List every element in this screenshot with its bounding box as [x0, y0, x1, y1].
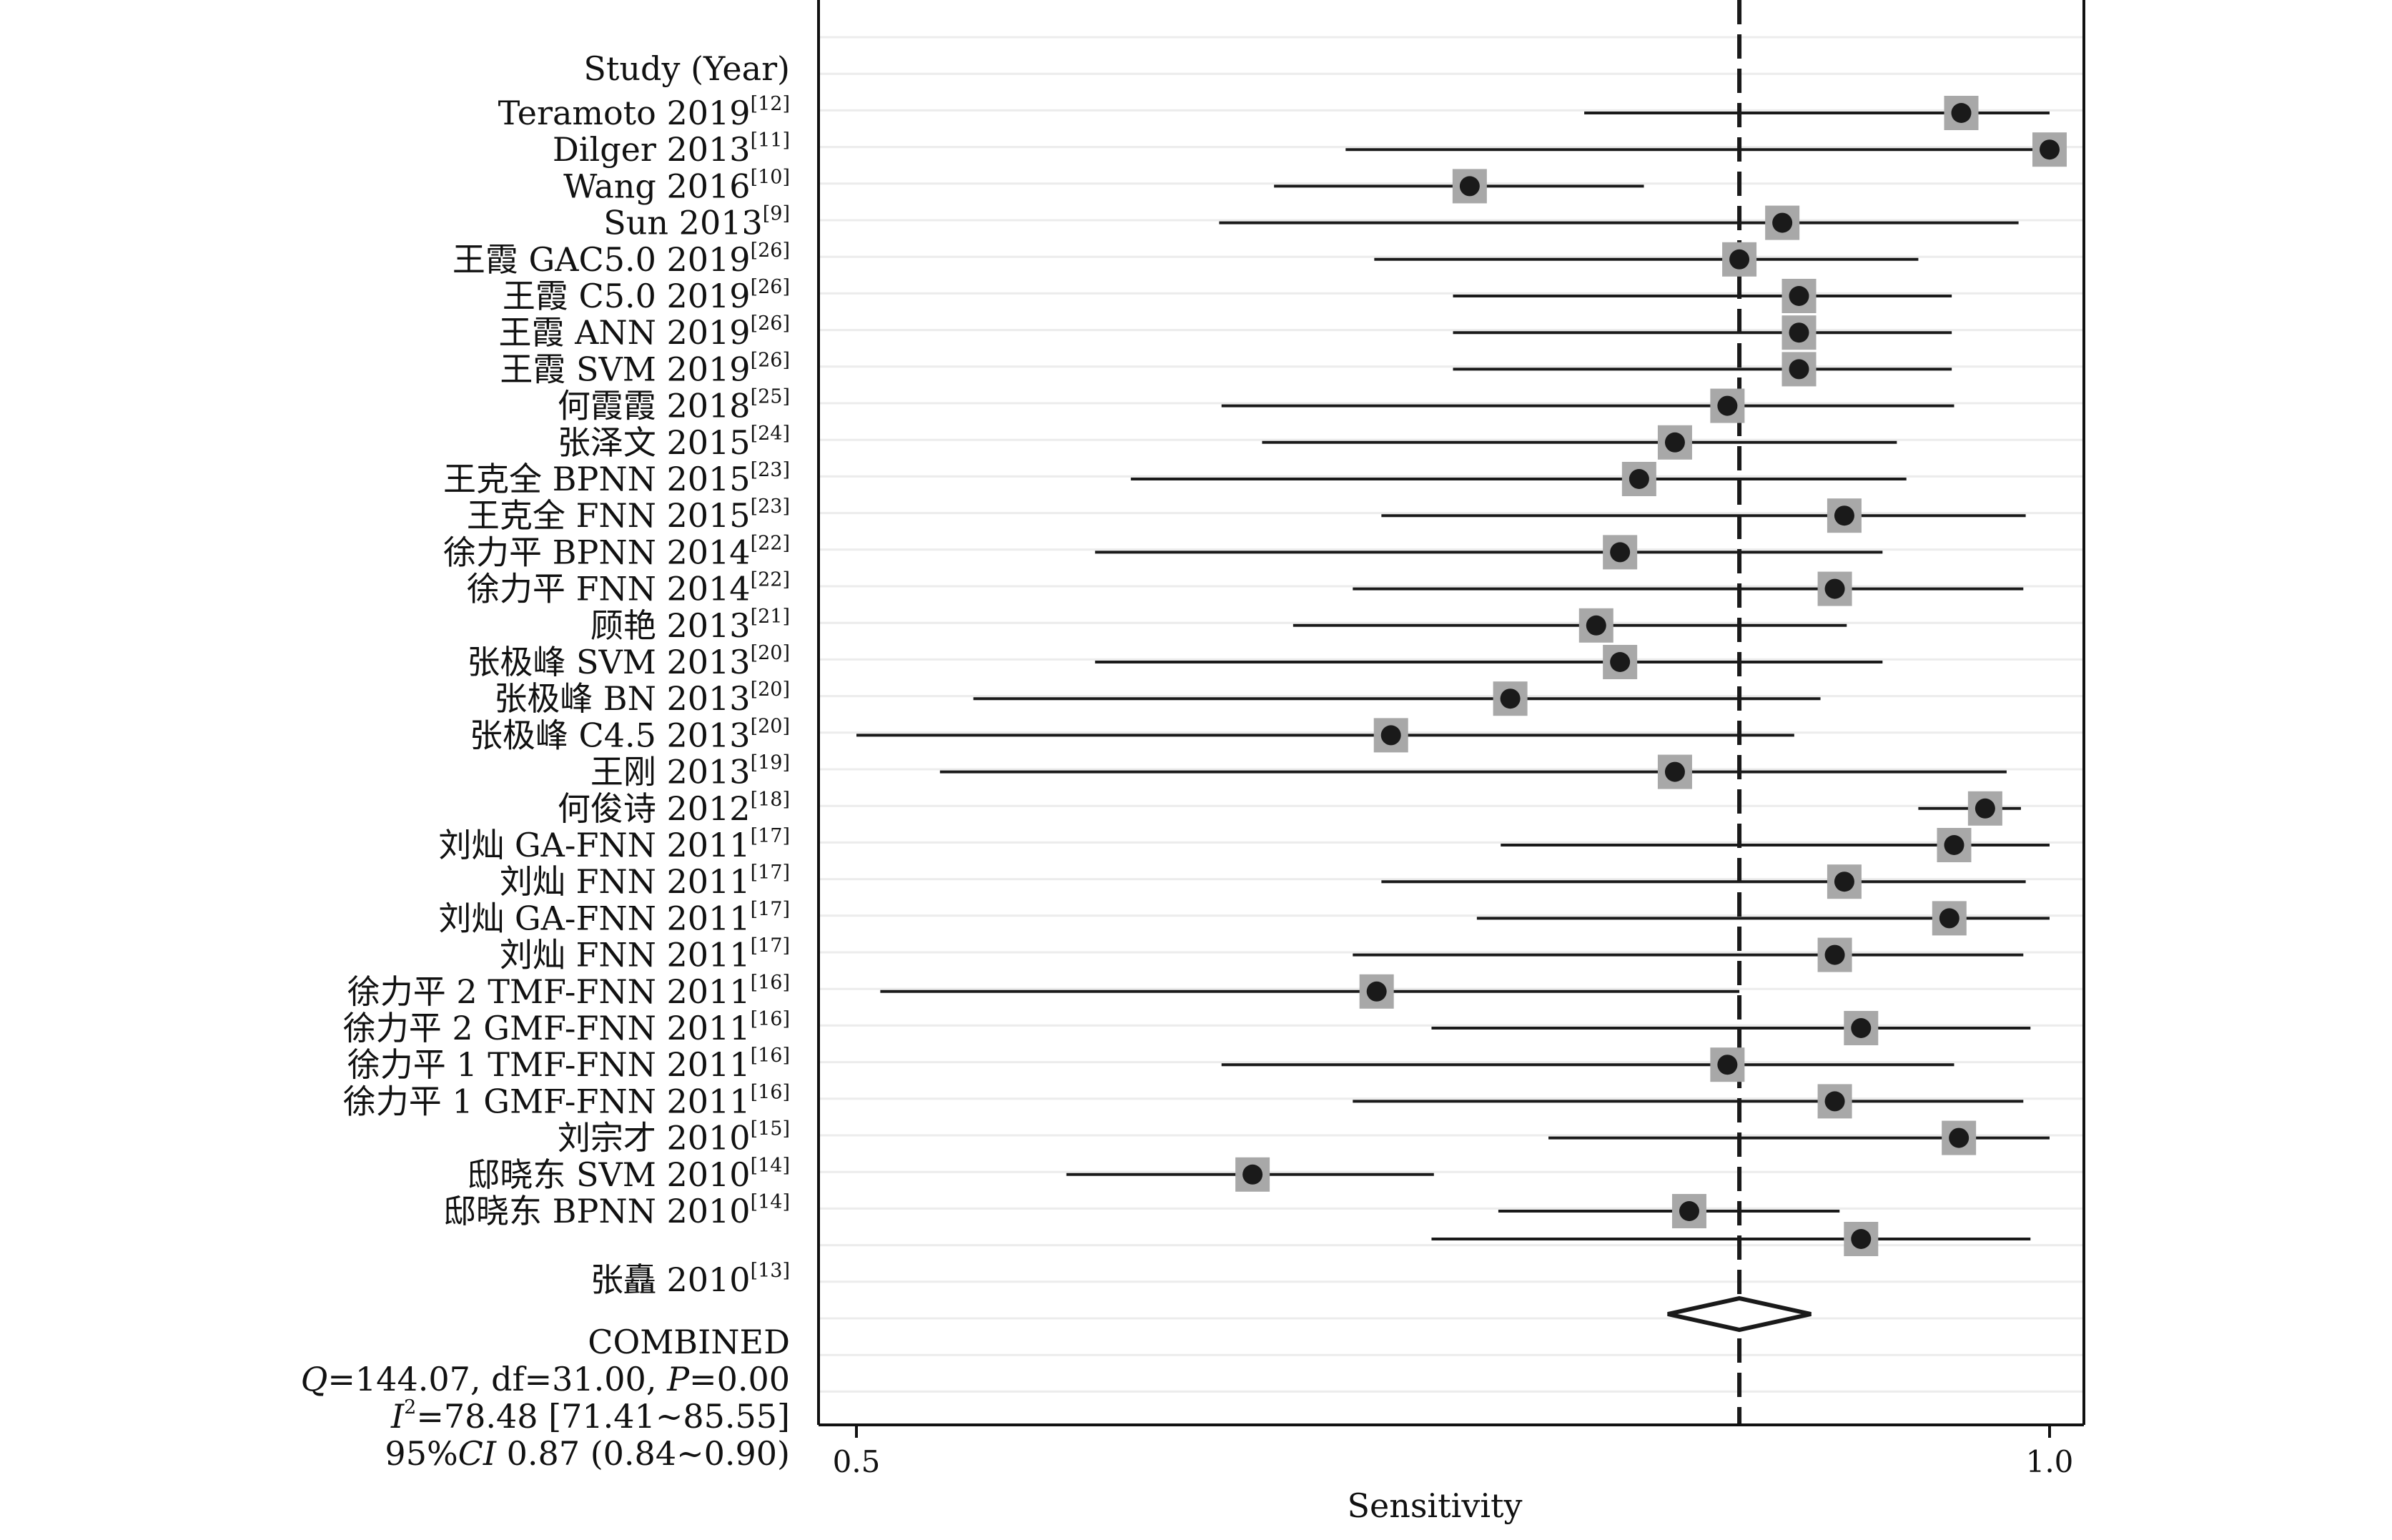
- study-label: 邸晓东 BPNN 2010[14]: [443, 1191, 790, 1230]
- study-label: 刘灿 GA-FNN 2011[17]: [438, 825, 790, 864]
- gridlines: [819, 36, 2084, 1393]
- study-label: 刘灿 FNN 2011[17]: [500, 862, 790, 901]
- study-label: 张极峰 SVM 2013[20]: [467, 642, 790, 681]
- study-label: 王霞 C5.0 2019[26]: [503, 276, 790, 315]
- study-point: [1834, 872, 1854, 892]
- study-point: [1789, 322, 1809, 343]
- study-label: 何俊诗 2012[18]: [558, 789, 790, 828]
- study-point: [1664, 432, 1685, 453]
- study-label: Wang 2016[10]: [563, 166, 790, 205]
- study-point: [1851, 1018, 1872, 1038]
- study-point: [1610, 542, 1631, 563]
- study-point: [1851, 1229, 1872, 1249]
- study-label: 张矗 2010[13]: [590, 1260, 790, 1299]
- study-label: 王霞 SVM 2019[26]: [500, 349, 790, 388]
- study-label: 邸晓东 SVM 2010[14]: [467, 1155, 790, 1194]
- study-labels: Study (Year) Teramoto 2019[12]Dilger 2013…: [343, 49, 790, 1299]
- combined-diamond: [1667, 1295, 1812, 1333]
- plot-frame: 0.5 1.0: [817, 0, 2085, 1479]
- study-point: [1939, 908, 1959, 929]
- study-label: 刘灿 FNN 2011[17]: [500, 935, 790, 974]
- study-point: [1824, 578, 1845, 599]
- study-point: [1949, 1127, 1970, 1148]
- study-point: [1717, 395, 1738, 416]
- study-point: [1459, 176, 1480, 197]
- ci-lines: [856, 112, 2050, 1240]
- study-point: [1824, 944, 1845, 965]
- study-label: 刘灿 GA-FNN 2011[17]: [438, 898, 790, 937]
- study-label: 徐力平 2 TMF-FNN 2011[16]: [347, 972, 790, 1011]
- study-label: 徐力平 BPNN 2014[22]: [443, 532, 790, 571]
- study-label: 王克全 BPNN 2015[23]: [443, 459, 790, 498]
- study-point: [1717, 1055, 1738, 1075]
- study-label: 王霞 GAC5.0 2019[26]: [453, 240, 790, 279]
- study-point: [1242, 1164, 1263, 1185]
- study-point: [1975, 798, 1995, 819]
- study-point: [1944, 835, 1964, 855]
- study-label: Dilger 2013[11]: [553, 129, 790, 169]
- study-point: [1772, 212, 1793, 233]
- study-point: [1586, 615, 1606, 636]
- study-label: 徐力平 FNN 2014[22]: [467, 569, 790, 608]
- study-point: [1366, 981, 1387, 1002]
- study-label: 何霞霞 2018[25]: [558, 386, 790, 425]
- study-point: [1789, 286, 1809, 306]
- study-point: [1729, 249, 1750, 270]
- q-statistic: Q=144.07, df=31.00, P=0.00: [301, 1360, 790, 1398]
- study-label: 徐力平 1 TMF-FNN 2011[16]: [347, 1045, 790, 1084]
- study-point: [1951, 103, 1972, 123]
- study-point: [1380, 725, 1401, 746]
- study-point: [1679, 1201, 1699, 1221]
- study-label: Teramoto 2019[12]: [498, 93, 790, 132]
- study-label: Sun 2013[9]: [603, 203, 790, 242]
- study-point: [1610, 652, 1631, 672]
- study-point: [1629, 469, 1649, 489]
- x-axis-title: Sensitivity: [1347, 1486, 1522, 1525]
- study-point: [1664, 761, 1685, 782]
- study-label: 张泽文 2015[24]: [558, 423, 790, 462]
- study-point: [1500, 688, 1521, 709]
- study-label: 刘宗才 2010[15]: [558, 1118, 790, 1158]
- study-point: [1789, 359, 1809, 380]
- study-label: 张极峰 C4.5 2013[20]: [470, 715, 790, 754]
- study-markers: [1235, 96, 2067, 1333]
- study-label: 顾艳 2013[21]: [590, 606, 790, 645]
- header-label: Study (Year): [583, 49, 790, 88]
- x-tick-label: 1.0: [2026, 1444, 2074, 1479]
- study-label: 徐力平 1 GMF-FNN 2011[16]: [343, 1081, 790, 1120]
- study-label: 王霞 ANN 2019[26]: [499, 312, 790, 352]
- study-point: [2040, 139, 2060, 160]
- study-label: 王克全 FNN 2015[23]: [467, 495, 790, 535]
- study-point: [1824, 1091, 1845, 1112]
- x-tick-label: 0.5: [833, 1444, 881, 1479]
- combined-ci: 95%CI 0.87 (0.84~0.90): [385, 1434, 790, 1473]
- study-label: 徐力平 2 GMF-FNN 2011[16]: [343, 1008, 790, 1047]
- combined-label: COMBINED: [588, 1323, 790, 1361]
- study-label: 张极峰 BN 2013[20]: [494, 678, 790, 718]
- study-point: [1834, 505, 1854, 526]
- i2-statistic: I2=78.48 [71.41~85.55]: [390, 1396, 790, 1436]
- study-label: 王刚 2013[19]: [590, 752, 790, 791]
